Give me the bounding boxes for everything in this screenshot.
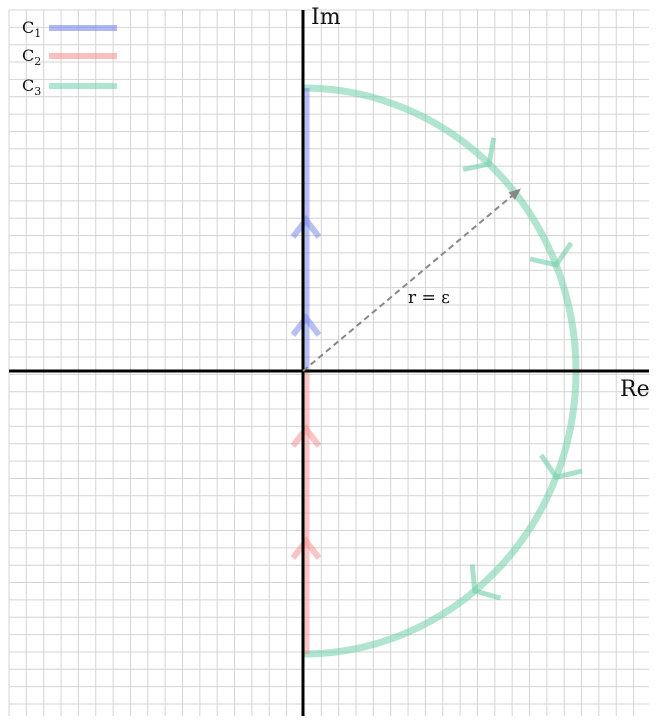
legend: C1 C2 C3 [22,18,117,98]
legend-label-c3: C3 [22,76,41,98]
radius-arrowhead [508,188,521,201]
c3-arrow-4 [469,564,502,601]
radius-line [302,194,514,372]
legend-entry-c2: C2 [22,46,117,68]
grid [8,9,649,716]
c2-arrow-upper [290,424,322,448]
real-axis-label: Re [620,377,650,402]
direction-arrows [290,137,583,601]
c3-arrow-3 [539,453,583,480]
legend-label-c1: C1 [22,18,41,40]
c1-arrow-upper [290,215,322,239]
radius-label: r = ε [408,288,450,308]
imaginary-axis-label: Im [311,5,341,30]
legend-entry-c1: C1 [22,18,117,40]
c3-arrow-1 [462,137,497,172]
legend-label-c2: C2 [22,46,41,68]
c1-arrow-lower [290,313,322,337]
axes: Re Im [9,5,650,716]
c3-arrow-2 [529,241,574,268]
c2-arrow-lower [290,536,322,560]
radius-indicator: r = ε [302,188,521,372]
legend-entry-c3: C3 [22,76,117,98]
